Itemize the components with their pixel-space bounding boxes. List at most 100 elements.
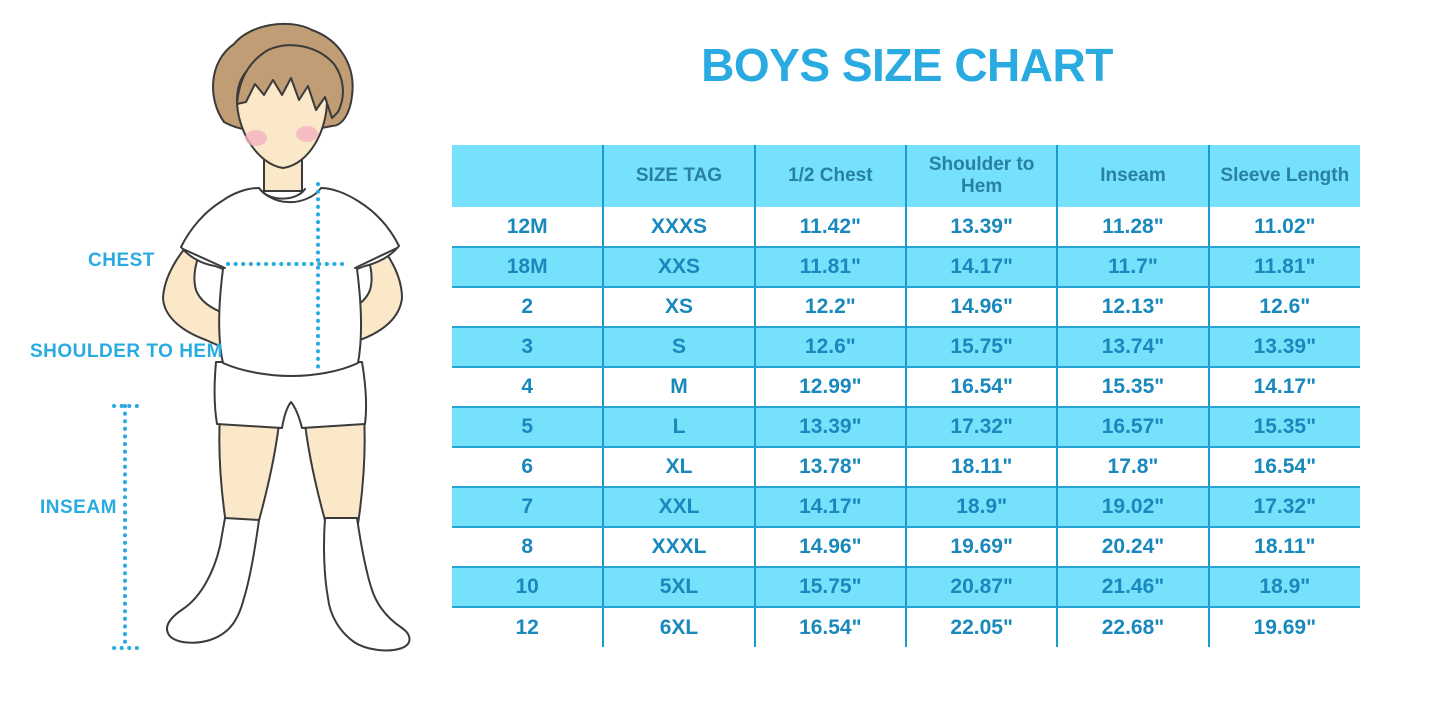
table-row: 3 S 12.6" 15.75" 13.74" 13.39"	[452, 326, 1360, 368]
measurement-cell: 17.32"	[1207, 486, 1360, 528]
measurement-cell: 16.54"	[753, 607, 906, 647]
size-cell: 12	[515, 615, 539, 639]
right-sock-shape	[323, 517, 411, 652]
size-cell: 2	[521, 295, 533, 318]
table-row: 12M XXXS 11.42" 13.39" 11.28" 11.02"	[452, 207, 1360, 247]
column-header-3: Shoulder to Hem	[904, 145, 1058, 207]
tshirt-shape	[180, 187, 400, 377]
blush-left	[245, 130, 267, 146]
measurement-cell: 11.28"	[1056, 207, 1209, 247]
measurement-cell: 12.13"	[1056, 287, 1209, 327]
measurement-cell: 13.78"	[753, 447, 906, 487]
column-header-2: 1/2 Chest	[753, 145, 906, 207]
measurement-cell: 15.75"	[753, 566, 906, 608]
measurement-cell: 18.11"	[1207, 527, 1360, 567]
left-leg-shape	[218, 414, 281, 525]
left-sock-shape	[165, 517, 260, 644]
measurement-cell: 19.69"	[1207, 607, 1360, 647]
hair-fringe	[236, 44, 344, 119]
measurement-cell: 13.39"	[904, 207, 1058, 247]
column-header-4: Inseam	[1056, 145, 1209, 207]
table-row: 6 XL 13.78" 18.11" 17.8" 16.54"	[452, 447, 1360, 487]
column-header-5: Sleeve Length	[1207, 145, 1360, 207]
size-tag-cell: XL	[602, 447, 755, 487]
size-tag-cell: XS	[602, 287, 755, 327]
measurement-cell: 16.57"	[1056, 406, 1209, 448]
size-cell: 5	[452, 406, 604, 448]
measurement-cell: 20.24"	[1056, 527, 1209, 567]
measurement-cell: 12.2"	[753, 287, 906, 327]
measurement-cell: 19.69"	[904, 527, 1058, 567]
measurement-cell: 12.6"	[1207, 287, 1360, 327]
table-row: 10 5XL 15.75" 20.87" 21.46" 18.9"	[452, 566, 1360, 608]
size-cell: 10	[452, 566, 604, 608]
measurement-cell: 13.39"	[1207, 326, 1360, 368]
measurement-cell: 21.46"	[1056, 566, 1209, 608]
measurement-cell: 19.02"	[1056, 486, 1209, 528]
size-table-header: SIZE TAG 1/2 Chest Shoulder to Hem Inseam Sl…	[452, 145, 1360, 207]
measurement-cell: 17.8"	[1056, 447, 1209, 487]
size-tag-cell: 6XL	[602, 607, 755, 647]
size-tag-cell: S	[602, 326, 755, 368]
measurement-cell: 18.9"	[1207, 566, 1360, 608]
measurement-cell: 15.35"	[1207, 406, 1360, 448]
size-table: SIZE TAG 1/2 Chest Shoulder to Hem Inseam Sl…	[452, 145, 1362, 647]
size-cell: 7	[452, 486, 604, 528]
size-tag-cell: XXXS	[602, 207, 755, 247]
blush-right	[296, 126, 318, 142]
size-cell: 6	[521, 455, 533, 478]
left-sleeve-hem-line	[182, 248, 226, 269]
column-header-0	[452, 145, 604, 207]
measurement-cell: 11.81"	[753, 246, 906, 288]
size-tag-cell: XXXL	[602, 527, 755, 567]
measurement-cell: 11.81"	[1207, 246, 1360, 288]
measurement-cell: 17.32"	[904, 406, 1058, 448]
measurement-cell: 14.17"	[904, 246, 1058, 288]
measurement-cell: 16.54"	[1207, 447, 1360, 487]
measurement-cell: 12.6"	[753, 326, 906, 368]
measurement-cell: 16.54"	[904, 367, 1058, 407]
table-row: 4 M 12.99" 16.54" 15.35" 14.17"	[452, 367, 1360, 407]
size-tag-cell: M	[602, 367, 755, 407]
measurement-cell: 15.35"	[1056, 367, 1209, 407]
size-tag-cell: XXS	[602, 246, 755, 288]
measurement-cell: 20.87"	[904, 566, 1058, 608]
left-arm-shape	[162, 237, 227, 349]
size-cell: 4	[521, 375, 533, 398]
measurement-cell: 13.74"	[1056, 326, 1209, 368]
size-cell: 3	[452, 326, 604, 368]
measurement-cell: 22.68"	[1056, 607, 1209, 647]
size-tag-cell: XXL	[602, 486, 755, 528]
measurement-cell: 11.02"	[1207, 207, 1360, 247]
right-sleeve-hem-line	[354, 247, 398, 269]
size-cell: 18M	[452, 246, 604, 288]
measurement-cell: 14.96"	[753, 527, 906, 567]
table-row: 2 XS 12.2" 14.96" 12.13" 12.6"	[452, 287, 1360, 327]
measurement-cell: 18.11"	[904, 447, 1058, 487]
measurement-cell: 14.96"	[904, 287, 1058, 327]
measurement-cell: 11.7"	[1056, 246, 1209, 288]
measurement-cell: 14.17"	[1207, 367, 1360, 407]
right-leg-shape	[303, 414, 366, 525]
measurement-cell: 22.05"	[904, 607, 1058, 647]
measurement-cell: 15.75"	[904, 326, 1058, 368]
column-header-1: SIZE TAG	[602, 145, 755, 207]
chest-label: CHEST	[88, 250, 155, 271]
table-row: 18M XXS 11.81" 14.17" 11.7" 11.81"	[452, 246, 1360, 288]
measurement-cell: 18.9"	[904, 486, 1058, 528]
table-row: 12 6XL 16.54" 22.05" 22.68" 19.69"	[452, 607, 1360, 647]
size-tag-cell: L	[602, 406, 755, 448]
table-row: 8 XXXL 14.96" 19.69" 20.24" 18.11"	[452, 527, 1360, 567]
header-row: SIZE TAG 1/2 Chest Shoulder to Hem Inseam Sl…	[452, 145, 1360, 207]
size-tag-cell: 5XL	[602, 566, 755, 608]
boy-figure-illustration	[112, 22, 411, 652]
size-table-body: 12M XXXS 11.42" 13.39" 11.28" 11.02" 18M XXS 11.…	[452, 207, 1360, 647]
size-cell: 8	[521, 535, 533, 558]
table-row: 5 L 13.39" 17.32" 16.57" 15.35"	[452, 406, 1360, 448]
measurement-cell: 12.99"	[753, 367, 906, 407]
table-row: 7 XXL 14.17" 18.9" 19.02" 17.32"	[452, 486, 1360, 528]
measurement-cell: 11.42"	[753, 207, 906, 247]
size-table-grid: SIZE TAG 1/2 Chest Shoulder to Hem Inseam Sl…	[452, 145, 1360, 647]
shoulder-to-hem-label: SHOULDER TO HEM	[30, 341, 223, 362]
